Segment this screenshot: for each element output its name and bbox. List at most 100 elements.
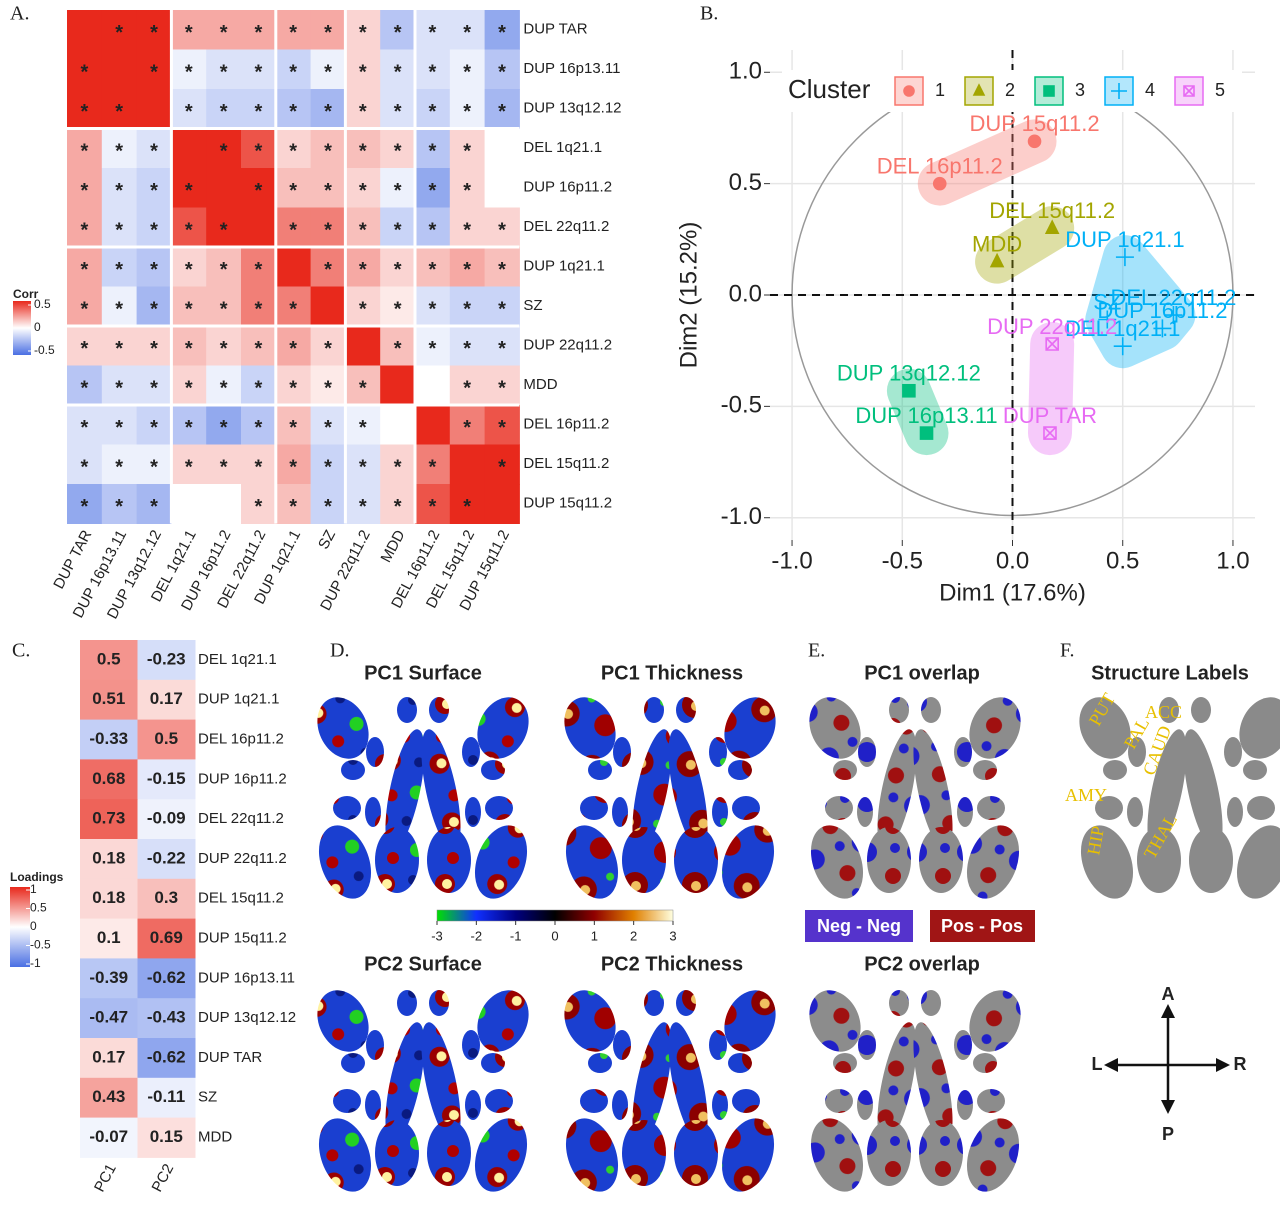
heat-cell [67,49,103,90]
heat-cell [206,128,242,169]
heat-cell [136,405,172,445]
significance-star: * [359,378,367,400]
row-label: DEL 16p11.2 [198,730,284,747]
significance-star: * [429,338,437,360]
heat-cell [275,10,312,50]
legend-label: 4 [1145,80,1155,100]
legend-tick-label: 0.5 [34,297,51,311]
heat-cell [80,640,138,681]
heat-cell [206,444,242,485]
significance-star: * [324,62,332,84]
legend-label: 3 [1075,80,1085,100]
heat-cell [449,484,486,524]
significance-star: * [255,62,263,84]
significance-star: * [324,220,332,242]
significance-star: * [324,378,332,400]
significance-star: * [81,62,89,84]
panel-label: D. [330,640,349,662]
significance-star: * [115,259,123,281]
marker-shape [1115,248,1134,267]
heat-cell [345,365,381,406]
cell-value: 0.5 [97,649,121,668]
significance-star: * [498,299,506,321]
heat-cell [136,207,172,248]
heat-cell [310,128,346,169]
heat-cell [101,405,138,445]
heat-cell [415,405,451,445]
significance-star: * [150,378,158,400]
heat-cell [80,679,138,721]
legend-tick-label: -1 [30,956,41,970]
significance-star: * [220,299,228,321]
heat-cell [67,444,103,485]
point [1183,85,1195,97]
significance-star: * [498,417,506,439]
significance-star: * [115,457,123,479]
point [1115,248,1134,267]
heat-cell [449,49,486,90]
heat-cell [136,128,172,169]
significance-star: * [220,101,228,123]
heat-cell [415,10,451,50]
heat-cell [380,405,416,445]
significance-star: * [150,141,158,163]
significance-star: * [394,299,402,321]
x-tick-label: 1.0 [1216,547,1249,574]
heat-cell [206,286,242,327]
cell-value: -0.62 [147,1047,186,1066]
point [972,83,986,96]
marker-shape [1111,83,1127,99]
heat-cell [137,640,196,681]
row-label: DEL 1q21.1 [198,651,277,668]
heat-cell [206,207,242,248]
heat-cell [449,444,486,485]
significance-star: * [463,141,471,163]
panel-title: PC1 Surface [364,662,482,684]
compass-label: L [1092,1054,1103,1074]
marker-shape [903,85,915,97]
heat-cell [275,89,312,129]
significance-star: * [115,220,123,242]
heat-cell [275,405,312,445]
point [1043,426,1057,440]
row-label: DUP 15q11.2 [198,929,287,946]
heat-cell [380,207,416,248]
heat-cell [101,89,138,129]
significance-star: * [394,180,402,202]
heat-cell [380,484,416,524]
marker-shape [1043,426,1057,440]
heat-cell [275,326,312,366]
significance-star: * [185,378,193,400]
significance-star: * [81,141,89,163]
heat-cell [136,286,172,327]
heat-cell [80,839,138,880]
y-tick-label: -1.0 [721,503,762,530]
significance-star: * [324,22,332,44]
heat-cell [206,10,242,50]
point [1164,306,1183,325]
significance-star: * [115,299,123,321]
significance-star: * [289,22,297,44]
significance-star: * [289,62,297,84]
heat-cell [310,326,346,366]
significance-star: * [498,378,506,400]
marker-shape [1098,310,1117,329]
significance-star: * [394,101,402,123]
panel-label: E. [808,640,825,662]
heat-cell [67,286,103,327]
significance-star: * [81,299,89,321]
legend-tick-label: 0 [30,919,37,933]
brain-render [554,688,786,906]
heat-cell [345,247,381,287]
panel-title: PC1 overlap [864,662,980,684]
heat-cell [275,247,312,287]
marker-shape [932,176,947,191]
cell-value: 0.43 [92,1087,125,1106]
colorbar [436,909,674,922]
significance-star: * [220,338,228,360]
point [1027,134,1042,149]
heat-cell [206,365,242,406]
heat-cell [136,484,172,524]
heat-cell [241,444,277,485]
heat-cell [67,128,103,169]
